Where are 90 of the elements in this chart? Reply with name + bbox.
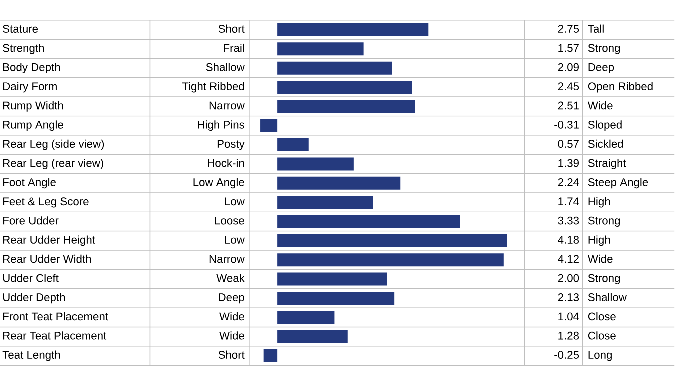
text: Weak [216, 274, 245, 282]
y-tick-label: Stature [3, 25, 38, 34]
y-tick-label: Rear Udder Width [4, 255, 92, 264]
text: Wide [588, 102, 613, 110]
text: Open Ribbed [588, 82, 653, 93]
text: Posty [218, 140, 245, 150]
bar [278, 292, 395, 306]
y-tick-label: Udder Cleft [3, 274, 59, 282]
bar [278, 62, 392, 76]
data-label: 2.45 [558, 82, 580, 91]
bar [264, 350, 278, 363]
bar [278, 196, 374, 210]
text: Straight [588, 159, 626, 170]
text: Narrow [210, 256, 245, 264]
data-label: 1.74 [558, 198, 580, 206]
text: Shallow [588, 293, 627, 302]
text: Strong [588, 44, 620, 55]
text: Sickled [588, 140, 624, 148]
y-tick-label: Udder Depth [3, 293, 66, 304]
y-tick-label: Front Teat Placement [4, 312, 108, 321]
data-label: 1.04 [558, 312, 580, 321]
text: Strong [588, 217, 620, 228]
y-tick-label: Feet & Leg Score [4, 198, 89, 208]
data-label: 0.57 [558, 140, 579, 148]
text: Wide [220, 312, 244, 321]
text: High Pins [198, 120, 244, 132]
y-tick-label: Rear Leg (rear view) [4, 159, 104, 170]
text: Strong [588, 274, 620, 285]
text: Steep Angle [588, 178, 648, 189]
data-label: 2.51 [558, 102, 579, 110]
data-label: 2.09 [558, 64, 579, 72]
y-tick-label: Rump Angle [4, 120, 64, 132]
text: Tight Ribbed [182, 82, 244, 93]
y-tick-label: Fore Udder [4, 216, 59, 225]
y-tick-label: Foot Angle [4, 178, 56, 189]
y-tick-label: Teat Length [2, 351, 60, 362]
bar [260, 120, 278, 133]
text: Sloped [588, 120, 622, 132]
data-label: 4.18 [558, 236, 580, 244]
bar [278, 100, 416, 114]
text: Close [588, 312, 616, 321]
data-label: 1.39 [558, 160, 579, 168]
y-tick-label: Rear Leg (side view) [4, 140, 104, 150]
text: Deep [219, 294, 244, 304]
data-label: -0.31 [554, 121, 579, 130]
text: Low [225, 198, 245, 206]
bar [278, 234, 508, 248]
text: Low Angle [194, 178, 244, 189]
data-label: 2.13 [558, 294, 580, 302]
y-tick-label: Dairy Form [4, 82, 57, 93]
y-tick-label: Body Depth [4, 63, 60, 74]
y-tick-label: Rump Width [4, 102, 64, 112]
data-label: 4.12 [558, 255, 579, 264]
data-label: -0.25 [554, 351, 580, 360]
bar [278, 81, 412, 94]
data-label: 1.57 [558, 44, 579, 52]
text: Short [218, 351, 245, 360]
text: High [588, 198, 610, 208]
text: Wide [588, 255, 613, 264]
text: Narrow [210, 102, 245, 110]
bar [278, 311, 335, 324]
text: Hock-in [208, 159, 244, 168]
text: Wide [220, 332, 244, 340]
bar [278, 24, 429, 37]
data-label: 2.75 [558, 25, 580, 34]
y-tick-label: Rear Udder Height [4, 236, 96, 246]
data-label: 2.00 [558, 274, 580, 282]
text: Short [218, 25, 245, 34]
y-tick-label: Strength [3, 44, 44, 55]
y-tick-label: Rear Teat Placement [4, 332, 107, 340]
bar [278, 158, 354, 171]
text: Low [225, 236, 245, 244]
bar [278, 215, 460, 228]
bar [278, 42, 364, 56]
text: Shallow [206, 63, 245, 72]
data-label: 2.24 [558, 178, 580, 186]
bar [278, 138, 309, 152]
bar [278, 330, 348, 344]
text: Loose [215, 217, 244, 225]
text: Deep [588, 64, 614, 74]
text: Long [588, 351, 612, 362]
bar [278, 177, 401, 190]
text: Close [588, 332, 616, 340]
data-label: 3.33 [558, 217, 580, 225]
bar [278, 254, 504, 267]
bar [278, 272, 388, 286]
text: High [588, 236, 610, 246]
data-label: 1.28 [558, 332, 580, 340]
text: Tall [588, 25, 604, 34]
text: Frail [224, 44, 244, 52]
